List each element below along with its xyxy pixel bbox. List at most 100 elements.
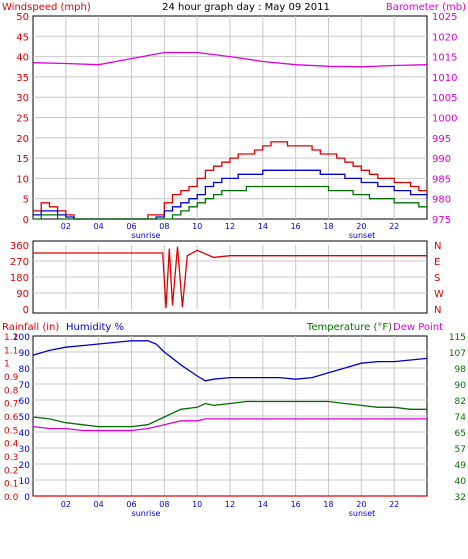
direction-degree-label: 180 — [10, 273, 29, 284]
windspeed-axis-title: Windspeed (mph) — [2, 2, 91, 13]
sunrise-marker-lower: sunrise — [132, 509, 161, 518]
temp-hour-ticks: 02 04 06 08 10 12 14 16 18 20 22 — [61, 500, 400, 509]
barometer-tick-label: 975 — [432, 215, 451, 226]
wind-pressure-series — [32, 51, 428, 220]
temperature-tick-label: 49 — [455, 461, 467, 471]
temperature-tick-label: 65 — [455, 429, 466, 439]
windspeed-ticks: 0 5 10 15 20 25 30 35 40 45 50 — [16, 12, 29, 226]
windspeed-tick-label: 15 — [16, 154, 29, 165]
direction-compass-label: W — [434, 289, 444, 300]
hour-tick-label: 06 — [126, 222, 136, 231]
windspeed-tick-label: 5 — [23, 195, 29, 206]
rainfall-tick-label: 0.5 — [4, 426, 18, 436]
green-series-line — [32, 400, 427, 428]
humidity-tick-label: 30 — [19, 445, 31, 455]
temperature-tick-label: 107 — [449, 349, 466, 359]
rainfall-tick-label: 0.6 — [4, 413, 19, 423]
windspeed-tick-label: 20 — [16, 134, 29, 145]
direction-degree-ticks: 0 90 180 270 360 — [10, 241, 29, 316]
direction-degree-label: 270 — [10, 257, 29, 268]
sunset-marker: sunset — [349, 231, 376, 240]
rainfall-tick-label: 1.2 — [4, 333, 18, 343]
hour-tick-label: 20 — [356, 500, 366, 509]
barometer-tick-label: 980 — [432, 195, 451, 206]
graph-title: 24 hour graph day : May 09 2011 — [162, 2, 330, 13]
barometer-tick-label: 1020 — [432, 32, 457, 43]
windspeed-tick-label: 25 — [16, 114, 29, 125]
direction-degree-label: 90 — [16, 289, 29, 300]
hour-tick-label: 10 — [192, 500, 202, 509]
hour-tick-label: 02 — [61, 500, 71, 509]
direction-compass-label: N — [434, 305, 441, 316]
barometer-tick-label: 1025 — [432, 12, 457, 23]
rainfall-axis-title: Rainfall (in) — [2, 322, 59, 333]
rainfall-tick-label: 0.3 — [4, 453, 18, 463]
windspeed-tick-label: 35 — [16, 73, 29, 84]
hour-tick-label: 08 — [159, 500, 169, 509]
direction-degree-label: 360 — [10, 241, 29, 252]
temperature-tick-label: 57 — [455, 445, 466, 455]
magenta-series-line — [32, 418, 427, 432]
hour-tick-label: 22 — [389, 500, 399, 509]
hour-tick-label: 12 — [225, 222, 235, 231]
barometer-tick-label: 1015 — [432, 53, 457, 64]
magenta-series-line — [32, 51, 428, 68]
temperature-tick-label: 82 — [455, 397, 466, 407]
windspeed-tick-label: 10 — [16, 174, 29, 185]
humidity-ticks: 0 10 20 30 40 50 60 70 80 90 100 — [13, 333, 30, 503]
hour-tick-label: 18 — [323, 222, 333, 231]
barometer-axis-title: Barometer (mb) — [386, 2, 466, 13]
hour-tick-label: 14 — [258, 222, 268, 231]
rainfall-tick-label: 0.0 — [4, 493, 19, 503]
hour-tick-label: 22 — [389, 222, 399, 231]
temperature-tick-label: 115 — [449, 333, 466, 343]
windspeed-tick-label: 30 — [16, 93, 29, 104]
barometer-tick-label: 1005 — [432, 93, 457, 104]
rainfall-tick-label: 0.2 — [4, 466, 18, 476]
barometer-tick-label: 995 — [432, 134, 451, 145]
wind-direction-line — [33, 246, 427, 309]
windspeed-tick-label: 45 — [16, 32, 29, 43]
rainfall-tick-label: 0.8 — [4, 386, 19, 396]
hour-tick-label: 04 — [94, 500, 104, 509]
hour-tick-label: 04 — [94, 222, 104, 231]
humidity-tick-label: 60 — [19, 397, 31, 407]
sunrise-marker: sunrise — [132, 231, 161, 240]
temperature-ticks: 32 40 49 57 65 74 82 90 98 107 115 — [449, 333, 466, 503]
rainfall-tick-label: 0.4 — [4, 440, 19, 450]
temperature-tick-label: 90 — [455, 381, 467, 391]
humidity-tick-label: 40 — [19, 429, 31, 439]
temperature-humidity-grid — [33, 336, 427, 496]
hour-tick-label: 14 — [258, 500, 268, 509]
direction-compass-label: S — [434, 273, 440, 284]
hour-tick-label: 08 — [159, 222, 169, 231]
humidity-tick-label: 90 — [19, 349, 31, 359]
rainfall-ticks: 0.0 0.1 0.2 0.3 0.4 0.5 0.6 0.7 0.8 0.9 1 1.1 1.2 — [4, 333, 19, 503]
temperature-tick-label: 74 — [455, 413, 467, 423]
windspeed-tick-label: 40 — [16, 53, 29, 64]
wind-direction-grid — [33, 245, 427, 309]
temperature-tick-label: 40 — [455, 477, 467, 487]
hour-tick-label: 02 — [61, 222, 71, 231]
wind-direction-series — [33, 246, 427, 309]
wind-hour-ticks: 02 04 06 08 10 12 14 16 18 20 22 — [61, 222, 400, 231]
dewpoint-axis-title: Dew Point — [393, 322, 443, 333]
sunset-marker-lower: sunset — [349, 509, 376, 518]
humidity-tick-label: 80 — [19, 365, 31, 375]
direction-compass-label: N — [434, 241, 441, 252]
humidity-tick-label: 10 — [19, 477, 31, 487]
rainfall-tick-label: 0.9 — [4, 373, 19, 383]
green-series-line — [33, 185, 427, 220]
hour-tick-label: 20 — [356, 222, 366, 231]
humidity-axis-title: Humidity % — [66, 322, 124, 333]
barometer-tick-label: 990 — [432, 154, 451, 165]
humidity-tick-label: 0 — [24, 493, 30, 503]
rainfall-tick-label: 0.1 — [4, 480, 18, 490]
barometer-tick-label: 985 — [432, 174, 451, 185]
humidity-tick-label: 70 — [19, 381, 31, 391]
temperature-humidity-series — [32, 340, 428, 497]
windspeed-tick-label: 0 — [23, 215, 29, 226]
rainfall-tick-label: 1.1 — [4, 346, 18, 356]
hour-tick-label: 12 — [225, 500, 235, 509]
